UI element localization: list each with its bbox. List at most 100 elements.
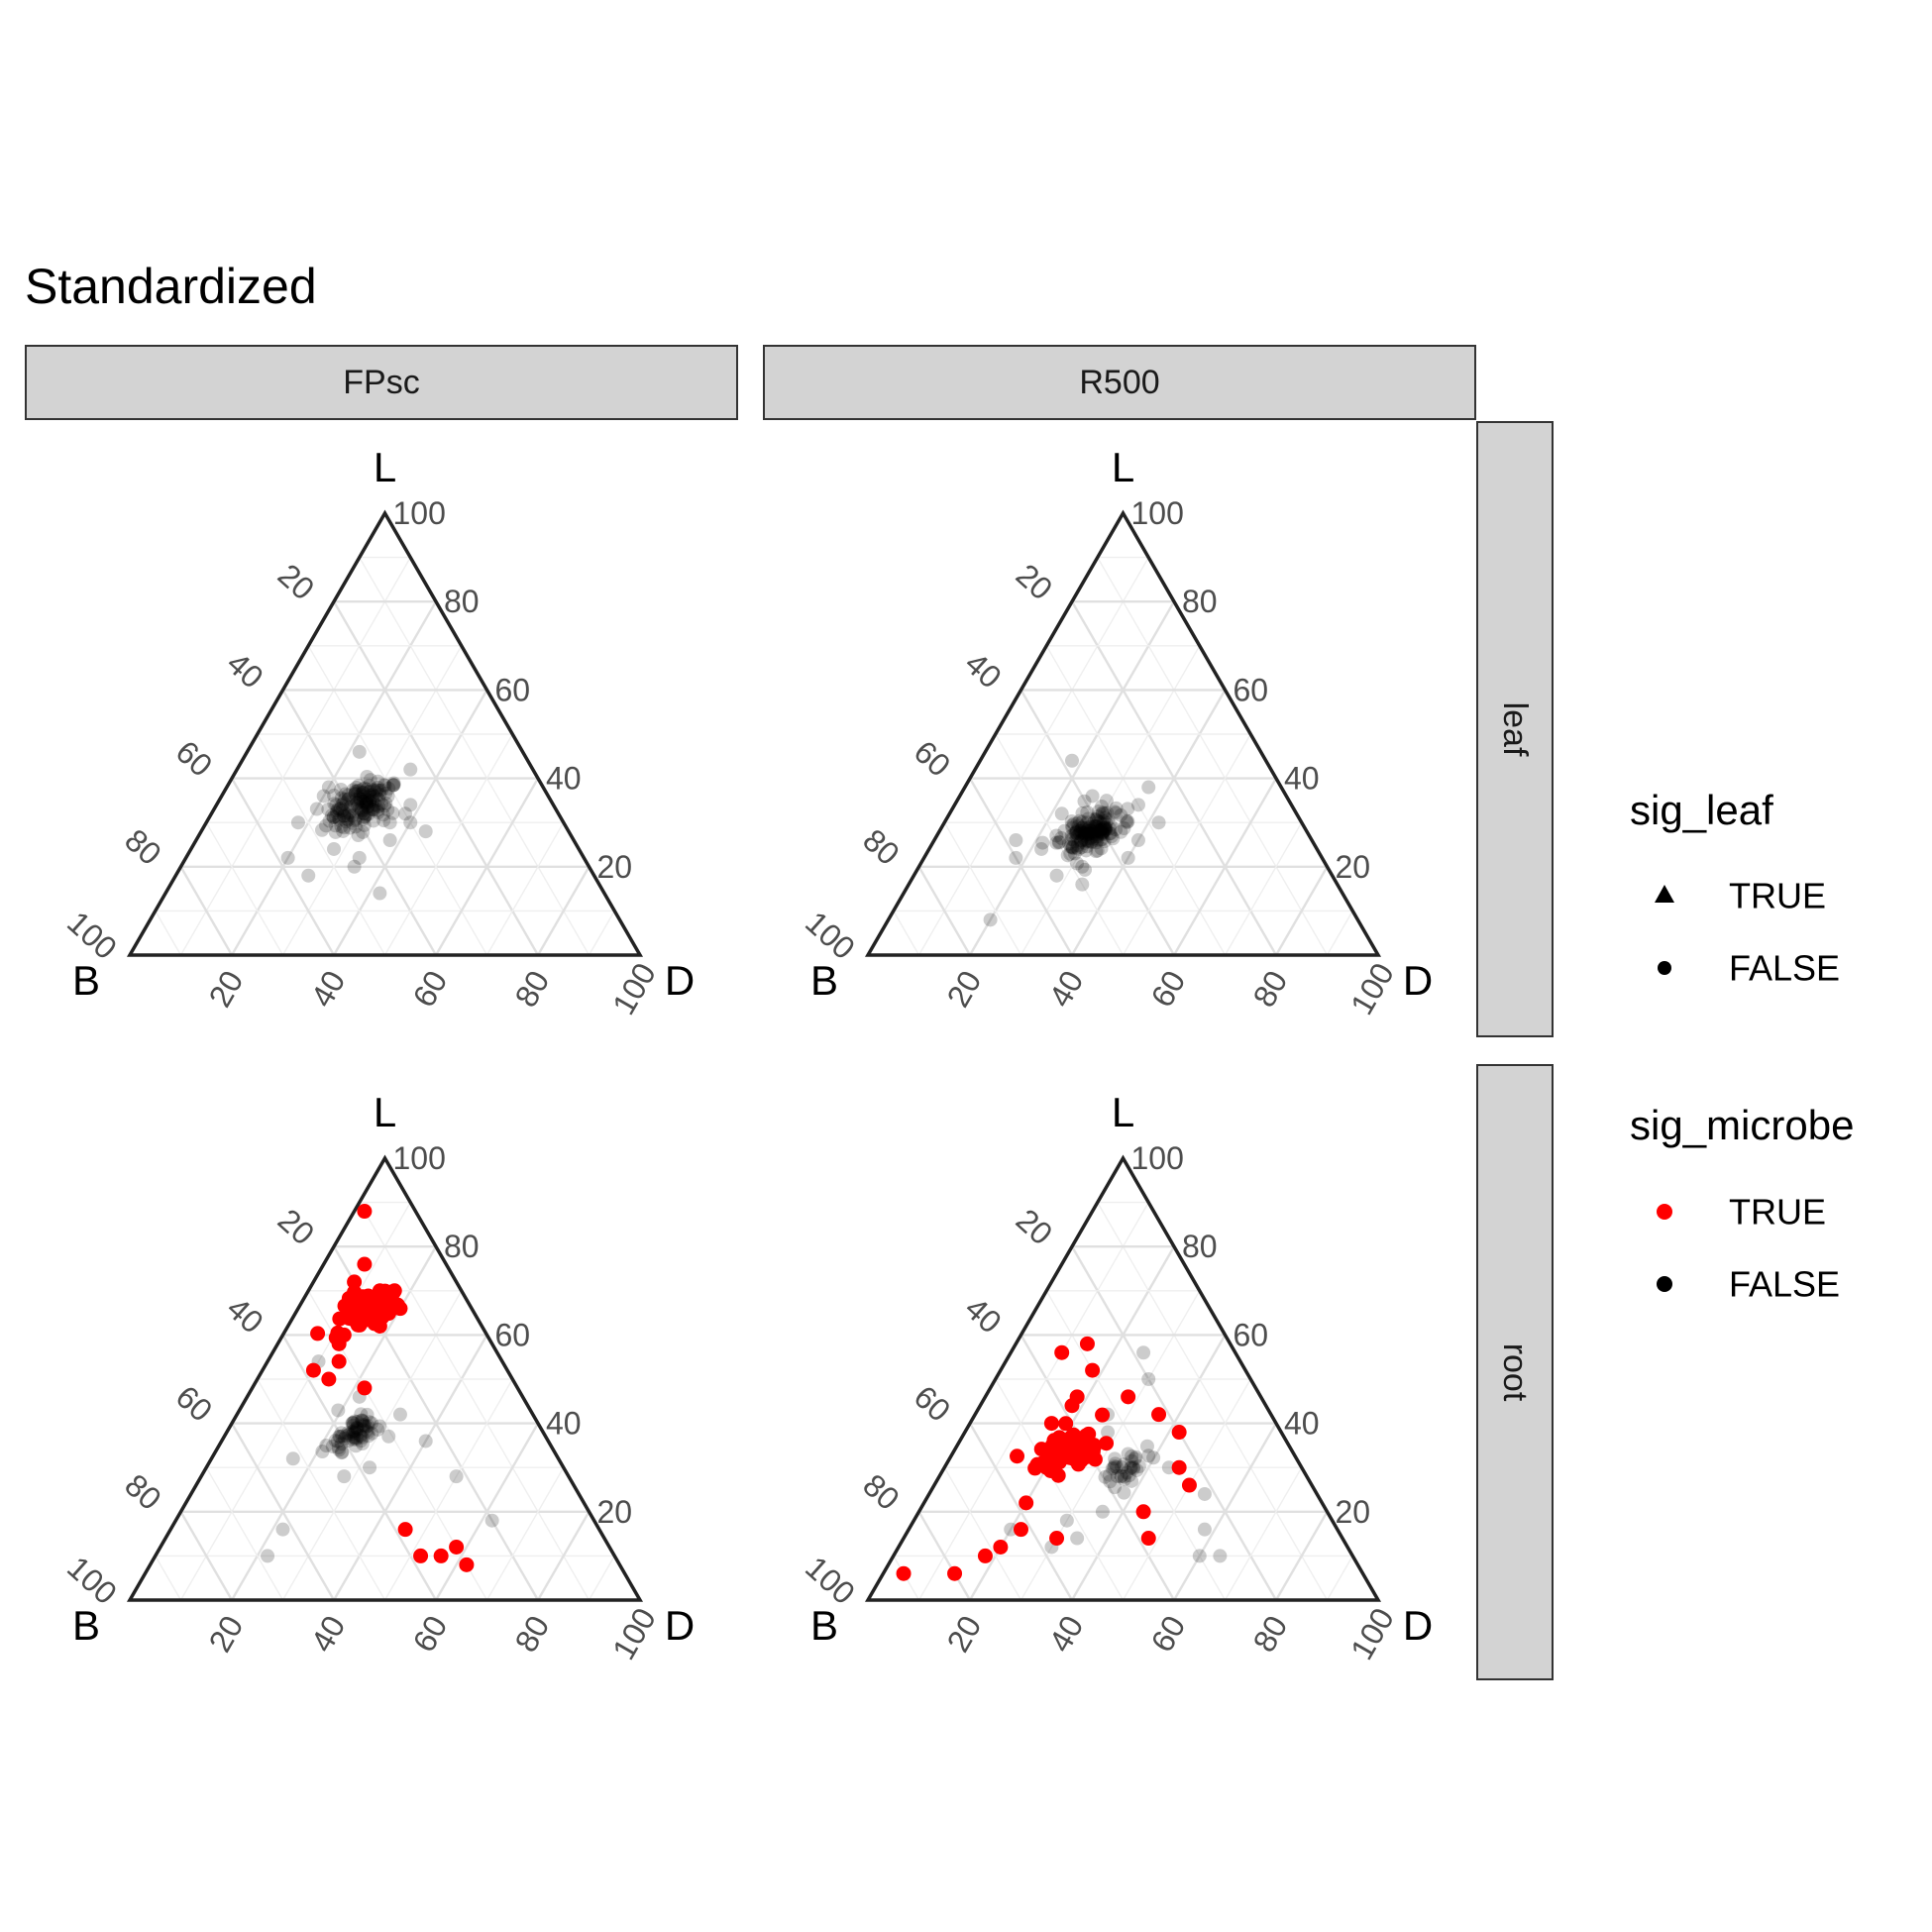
data-point-sig-false bbox=[1070, 823, 1085, 838]
data-point-sig-false bbox=[343, 820, 358, 835]
tick-label-l: 40 bbox=[1284, 1406, 1320, 1442]
data-point-sig-false bbox=[326, 809, 341, 824]
data-point-sig-true bbox=[372, 1318, 387, 1334]
data-point-sig-false bbox=[1161, 1460, 1176, 1475]
data-point-sig-false bbox=[1072, 813, 1087, 828]
data-point-sig-true bbox=[347, 1274, 363, 1290]
grid-line-d bbox=[179, 1202, 411, 1601]
data-point-sig-false bbox=[1125, 1453, 1139, 1468]
data-point-sig-false bbox=[1059, 1513, 1074, 1528]
data-point-sig-false bbox=[1109, 801, 1124, 815]
data-point-sig-false bbox=[350, 1431, 365, 1446]
data-point-sig-false bbox=[1117, 1472, 1131, 1487]
data-point-sig-false bbox=[1075, 820, 1090, 835]
data-point-sig-false bbox=[1069, 825, 1084, 840]
grid-line-b bbox=[995, 1378, 1125, 1601]
data-point-sig-false bbox=[350, 1422, 365, 1437]
data-point-sig-false bbox=[339, 814, 354, 829]
data-point-sig-false bbox=[1097, 820, 1112, 835]
data-point-sig-false bbox=[1071, 828, 1086, 843]
data-point-sig-false bbox=[1089, 844, 1104, 859]
legend-triangle-symbol bbox=[1655, 885, 1674, 903]
tick-label-d: 100 bbox=[605, 1602, 663, 1665]
data-point-sig-false bbox=[385, 778, 400, 793]
data-point-sig-false bbox=[1091, 809, 1106, 824]
data-point-sig-false bbox=[357, 806, 372, 821]
legend-sig-leaf-title: sig_leaf bbox=[1630, 787, 1773, 833]
data-point-sig-true bbox=[459, 1556, 475, 1572]
data-point-sig-false bbox=[1084, 825, 1099, 840]
grid-line-d bbox=[536, 1511, 590, 1601]
data-point-sig-false bbox=[1088, 829, 1103, 844]
data-point-sig-false bbox=[314, 822, 329, 837]
data-point-sig-false bbox=[359, 797, 374, 811]
data-point-sig-false bbox=[345, 1425, 360, 1440]
row-strip-leaf: leaf bbox=[1476, 421, 1554, 1037]
data-point-sig-false bbox=[449, 1469, 464, 1484]
data-point-sig-false bbox=[1035, 835, 1050, 850]
data-point-sig-false bbox=[339, 795, 354, 809]
data-point-sig-false bbox=[346, 1416, 361, 1431]
data-point-sig-false bbox=[344, 799, 359, 813]
data-point-sig-false bbox=[366, 802, 380, 816]
data-point-sig-false bbox=[1009, 833, 1023, 848]
data-point-sig-false bbox=[342, 792, 357, 806]
data-point-sig-false bbox=[1072, 826, 1087, 841]
data-point-sig-false bbox=[1114, 1469, 1128, 1484]
legend-sig-microbe-title: sig_microbe bbox=[1630, 1102, 1854, 1148]
grid-line-d bbox=[588, 911, 615, 956]
data-point-sig-false bbox=[346, 1416, 361, 1431]
data-point-sig-false bbox=[1034, 841, 1049, 856]
grid-line-b bbox=[943, 821, 1022, 956]
data-point-sig-false bbox=[327, 797, 342, 811]
data-point-sig-false bbox=[356, 1418, 371, 1433]
data-point-sig-true bbox=[1135, 1504, 1151, 1520]
data-point-sig-false bbox=[357, 781, 372, 796]
data-point-sig-false bbox=[1066, 816, 1081, 831]
data-point-sig-false bbox=[343, 800, 358, 814]
data-point-sig-false bbox=[1078, 828, 1093, 843]
axis-label-d: D bbox=[665, 1602, 695, 1649]
data-point-sig-false bbox=[1094, 822, 1109, 837]
data-point-sig-false bbox=[372, 793, 386, 807]
data-point-sig-false bbox=[347, 1425, 362, 1440]
data-point-sig-false bbox=[346, 815, 361, 830]
data-point-sig-false bbox=[319, 1438, 334, 1452]
data-point-sig-false bbox=[346, 783, 361, 798]
data-point-sig-false bbox=[1105, 1461, 1120, 1476]
axis-label-l: L bbox=[374, 444, 396, 490]
data-point-sig-false bbox=[1089, 811, 1104, 826]
data-point-sig-false bbox=[484, 1513, 499, 1528]
tick-label-b: 20 bbox=[271, 557, 322, 607]
data-point-sig-true bbox=[1053, 1450, 1069, 1466]
data-point-sig-false bbox=[356, 1430, 371, 1445]
data-point-sig-false bbox=[1079, 843, 1094, 858]
data-point-sig-false bbox=[1109, 805, 1124, 820]
data-point-sig-false bbox=[1063, 839, 1078, 854]
data-point-sig-false bbox=[1074, 840, 1089, 855]
data-point-sig-true bbox=[397, 1522, 413, 1538]
grid-line-d bbox=[383, 733, 513, 956]
data-point-sig-true bbox=[1069, 1389, 1085, 1405]
data-point-sig-false bbox=[1095, 825, 1110, 840]
grid-line-d bbox=[1224, 821, 1303, 956]
data-point-sig-false bbox=[347, 1431, 362, 1446]
data-point-sig-false bbox=[1065, 820, 1080, 835]
grid-line-b bbox=[1045, 1290, 1227, 1601]
data-point-sig-false bbox=[361, 785, 376, 800]
tick-label-l: 100 bbox=[393, 495, 446, 531]
data-point-sig-false bbox=[1087, 819, 1102, 834]
data-point-sig-false bbox=[1141, 780, 1156, 795]
data-point-sig-true bbox=[413, 1548, 429, 1563]
data-point-sig-false bbox=[325, 1439, 340, 1453]
data-point-sig-false bbox=[1092, 823, 1107, 838]
data-point-sig-false bbox=[365, 1416, 379, 1431]
data-point-sig-false bbox=[1104, 829, 1119, 844]
data-point-sig-false bbox=[386, 778, 401, 793]
tick-label-d: 80 bbox=[1246, 1610, 1295, 1659]
data-point-sig-false bbox=[331, 1441, 346, 1455]
data-point-sig-false bbox=[1084, 830, 1099, 845]
data-point-sig-false bbox=[1096, 820, 1111, 835]
